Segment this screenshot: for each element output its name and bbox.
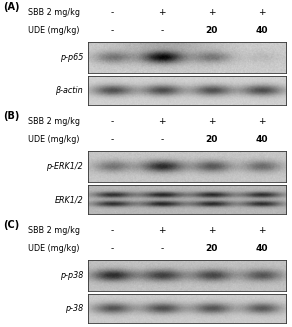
Text: +: + xyxy=(208,117,215,127)
Text: +: + xyxy=(158,226,166,235)
Text: SBB 2 mg/kg: SBB 2 mg/kg xyxy=(28,117,80,127)
Text: ERK1/2: ERK1/2 xyxy=(55,195,83,204)
Text: -: - xyxy=(111,9,114,17)
Text: -: - xyxy=(111,226,114,235)
Text: SBB 2 mg/kg: SBB 2 mg/kg xyxy=(28,226,80,235)
Text: +: + xyxy=(258,9,265,17)
Text: -: - xyxy=(160,26,164,35)
Text: +: + xyxy=(208,9,215,17)
Text: 40: 40 xyxy=(255,26,267,35)
Text: 40: 40 xyxy=(255,135,267,145)
Text: UDE (mg/kg): UDE (mg/kg) xyxy=(28,135,79,145)
Text: p-38: p-38 xyxy=(65,304,83,313)
Text: -: - xyxy=(111,117,114,127)
Text: (A): (A) xyxy=(3,2,20,12)
Text: (C): (C) xyxy=(3,220,19,230)
Text: -: - xyxy=(111,135,114,145)
Text: -: - xyxy=(160,244,164,253)
Text: +: + xyxy=(208,226,215,235)
Text: +: + xyxy=(158,9,166,17)
Text: p-p65: p-p65 xyxy=(60,53,83,61)
Text: p-p38: p-p38 xyxy=(60,270,83,280)
Text: 20: 20 xyxy=(206,26,218,35)
Text: +: + xyxy=(258,226,265,235)
Text: 20: 20 xyxy=(206,244,218,253)
Text: -: - xyxy=(160,135,164,145)
Text: SBB 2 mg/kg: SBB 2 mg/kg xyxy=(28,9,80,17)
Text: -: - xyxy=(111,26,114,35)
Text: 40: 40 xyxy=(255,244,267,253)
Text: UDE (mg/kg): UDE (mg/kg) xyxy=(28,244,79,253)
Text: 20: 20 xyxy=(206,135,218,145)
Text: (B): (B) xyxy=(3,111,19,121)
Text: p-ERK1/2: p-ERK1/2 xyxy=(46,162,83,171)
Text: -: - xyxy=(111,244,114,253)
Text: +: + xyxy=(158,117,166,127)
Text: +: + xyxy=(258,117,265,127)
Text: β-actin: β-actin xyxy=(55,86,83,95)
Text: UDE (mg/kg): UDE (mg/kg) xyxy=(28,26,79,35)
